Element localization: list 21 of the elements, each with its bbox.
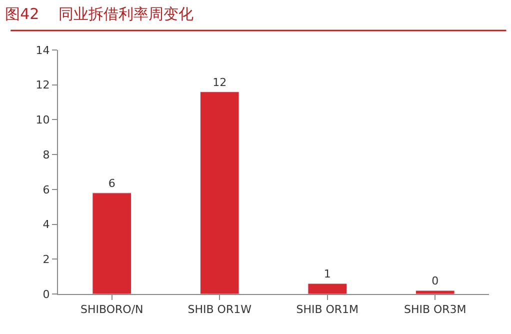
x-tick-label: SHIB OR3M [404, 303, 466, 316]
y-tick-label: 8 [42, 148, 50, 162]
y-tick-label: 2 [42, 252, 50, 266]
bar [92, 192, 132, 294]
data-label: 6 [108, 176, 116, 190]
y-tick-label: 6 [42, 183, 50, 196]
y-tick-label: 12 [36, 78, 50, 92]
data-label: 12 [212, 76, 227, 89]
data-label: 0 [432, 274, 439, 288]
bar [200, 92, 240, 294]
bar [308, 283, 348, 294]
y-tick-label: 14 [36, 44, 50, 57]
x-tick-label: SHIB OR1W [188, 303, 252, 316]
y-tick-label: 4 [42, 218, 50, 232]
bar [415, 290, 455, 294]
x-tick-label: SHIB OR1M [296, 303, 359, 316]
chart-title: 图42 同业拆借利率周变化 [5, 4, 194, 23]
x-tick-label: SHIBORO/N [80, 303, 144, 316]
y-tick-label: 0 [42, 288, 50, 301]
y-tick-label: 10 [36, 114, 50, 127]
data-label: 1 [324, 268, 331, 281]
